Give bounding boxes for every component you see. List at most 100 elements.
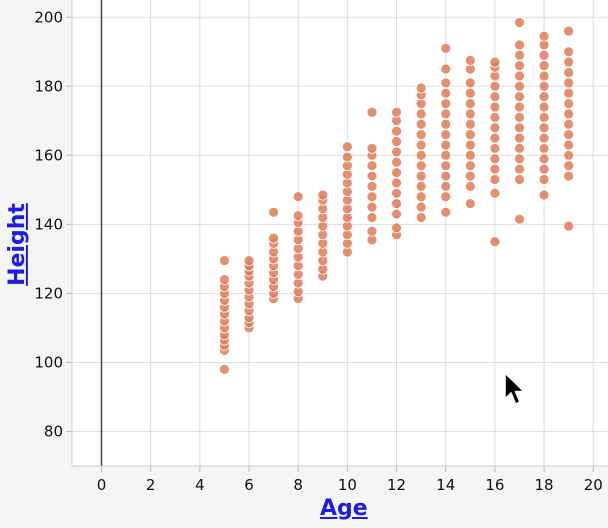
axes (66, 0, 608, 472)
data-point (514, 174, 525, 185)
data-point (563, 67, 575, 78)
data-point (391, 136, 402, 147)
data-point (464, 129, 476, 141)
data-point (391, 222, 402, 234)
data-point (563, 160, 575, 172)
data-point (464, 118, 476, 130)
data-point (464, 180, 476, 192)
data-point (514, 213, 525, 225)
data-point (538, 189, 550, 201)
data-point (440, 170, 452, 182)
data-point (243, 255, 255, 267)
data-point (440, 63, 452, 75)
data-point (514, 91, 525, 103)
y-tick-label: 160 (34, 146, 63, 164)
data-point (366, 225, 378, 237)
x-tick-label: 16 (485, 476, 504, 494)
data-point (292, 191, 304, 203)
data-point (464, 55, 476, 66)
x-tick-label: 18 (535, 476, 554, 494)
data-point (341, 151, 353, 163)
data-point (538, 80, 550, 92)
data-point (514, 60, 525, 71)
data-point (366, 170, 378, 182)
data-point (391, 167, 402, 178)
data-point (415, 129, 427, 141)
data-point (440, 118, 452, 130)
data-point (415, 139, 427, 151)
data-point (514, 122, 525, 134)
data-point (268, 232, 280, 244)
data-point (489, 236, 501, 248)
data-point (440, 87, 452, 99)
data-point (464, 139, 476, 151)
data-point (391, 156, 402, 168)
x-tick-label: 12 (387, 476, 406, 494)
data-point (514, 17, 525, 28)
data-point (464, 160, 476, 172)
y-tick-label: 120 (34, 284, 63, 302)
y-tick-label: 180 (34, 77, 63, 95)
data-point (538, 70, 550, 82)
data-point (538, 153, 550, 165)
data-point (219, 274, 230, 286)
data-point (464, 108, 476, 120)
data-point (563, 46, 575, 58)
data-point (415, 108, 427, 120)
data-point (538, 132, 550, 144)
data-point (415, 118, 427, 130)
data-point (489, 122, 501, 134)
plot-background (72, 0, 608, 466)
data-point (366, 160, 378, 172)
data-point (563, 108, 575, 120)
y-tick-label: 200 (34, 8, 63, 26)
data-point (563, 87, 575, 99)
x-tick-label: 4 (195, 476, 205, 494)
data-point (538, 91, 550, 103)
data-point (563, 170, 575, 182)
data-point (464, 149, 476, 161)
y-tick-label: 100 (34, 353, 63, 371)
data-point (464, 98, 476, 109)
data-point (489, 143, 501, 154)
data-point (415, 201, 427, 213)
data-point (489, 132, 501, 144)
x-tick-label: 2 (146, 476, 156, 494)
data-point (415, 82, 427, 94)
data-point (440, 206, 452, 218)
data-point (514, 101, 525, 113)
data-point (440, 98, 452, 109)
mouse-pointer-icon (504, 372, 525, 405)
data-point (440, 139, 452, 151)
data-point (366, 106, 378, 118)
data-point (440, 42, 452, 54)
y-axis-title[interactable]: Height (4, 203, 30, 286)
x-tick-labels: 0 2 4 6 8 10 12 14 16 18 20 (97, 476, 603, 494)
data-point (563, 220, 575, 232)
data-point (292, 210, 304, 222)
grid-lines (72, 0, 608, 466)
data-point (366, 180, 378, 192)
x-axis-title[interactable]: Age (320, 496, 368, 521)
data-point (563, 56, 575, 68)
data-point (391, 146, 402, 158)
data-point (415, 180, 427, 192)
data-point (440, 160, 452, 172)
data-point (514, 49, 525, 61)
data-point (514, 111, 525, 123)
data-point (391, 125, 402, 137)
data-point (563, 129, 575, 141)
data-point (366, 212, 378, 223)
data-point (489, 153, 501, 165)
data-point (440, 108, 452, 120)
data-point (415, 160, 427, 172)
data-point (538, 143, 550, 154)
data-point (538, 49, 550, 61)
data-point (538, 163, 550, 175)
x-tick-label: 14 (436, 476, 455, 494)
x-tick-label: 8 (293, 476, 303, 494)
data-point (563, 118, 575, 130)
data-point (514, 143, 525, 154)
data-point (538, 30, 550, 42)
